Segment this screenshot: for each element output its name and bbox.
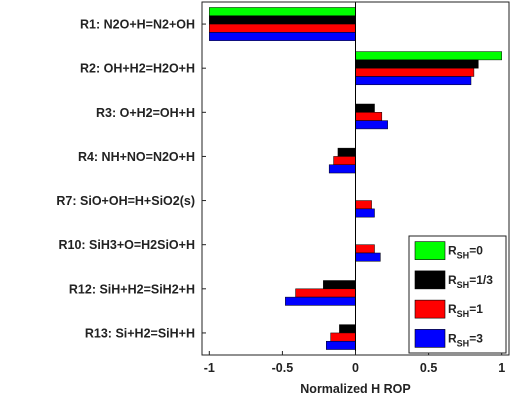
legend-swatch (414, 270, 446, 290)
category-label: R4: NH+NO=N2O+H (78, 150, 195, 164)
bar-8-series-2 (339, 324, 356, 334)
bar-4-series-3 (333, 156, 356, 165)
bar-4-series-4 (328, 164, 356, 174)
bar-7-series-4 (285, 296, 356, 306)
bar-1-series-1 (209, 7, 356, 17)
bar-2-series-1 (355, 51, 502, 61)
legend-label: RSH=3 (448, 331, 483, 348)
bar-2-series-2 (355, 59, 479, 69)
category-label: R10: SiH3+O=H2SiO+H (58, 238, 195, 252)
category-label: R1: N2O+H=N2+OH (80, 18, 195, 32)
legend-swatch (414, 329, 446, 348)
bar-6-series-4 (355, 252, 381, 262)
bar-3-series-2 (355, 103, 375, 113)
category-label: R7: SiO+OH=H+SiO2(s) (56, 194, 195, 208)
bar-5-series-3 (355, 200, 372, 210)
bar-3-series-3 (355, 112, 383, 121)
bar-1-series-3 (209, 23, 356, 33)
legend: RSH=0 RSH=1/3 RSH=1 RSH=3 (408, 235, 507, 354)
legend-label: RSH=1/3 (448, 273, 493, 290)
bar-2-series-4 (355, 76, 472, 86)
bar-2-series-3 (355, 67, 475, 77)
x-tick-label: 0 (352, 361, 359, 375)
legend-label: RSH=0 (448, 244, 483, 261)
legend-swatch (414, 299, 446, 319)
category-labels: R1: N2O+H=N2+OH R2: OH+H2=H2O+H R3: O+H2=O… (56, 18, 206, 340)
bar-1-series-2 (209, 15, 356, 25)
x-tick-label: 0.5 (420, 361, 437, 375)
x-axis-ticks: -1 -0.5 0 0.5 1 (204, 351, 505, 375)
category-label: R2: OH+H2=H2O+H (80, 62, 195, 76)
bars-group (209, 7, 502, 350)
category-label: R12: SiH+H2=SiH2+H (69, 282, 195, 296)
bar-5-series-4 (355, 208, 375, 218)
bar-7-series-2 (323, 280, 356, 290)
x-tick-label: 1 (498, 361, 505, 375)
category-label: R13: Si+H2=SiH+H (85, 326, 195, 340)
x-axis-label: Normalized H ROP (300, 382, 410, 396)
bar-4-series-2 (337, 147, 356, 157)
category-label: R3: O+H2=OH+H (96, 106, 195, 120)
bar-1-series-4 (209, 32, 356, 41)
legend-swatch (414, 241, 446, 260)
bar-3-series-4 (355, 120, 388, 130)
bar-6-series-3 (355, 244, 375, 254)
legend-label: RSH=1 (448, 302, 483, 319)
x-tick-label: -1 (204, 361, 215, 375)
bar-7-series-3 (295, 288, 356, 298)
bar-8-series-4 (326, 340, 356, 350)
x-tick-label: -0.5 (272, 361, 294, 375)
bar-8-series-3 (330, 332, 356, 342)
